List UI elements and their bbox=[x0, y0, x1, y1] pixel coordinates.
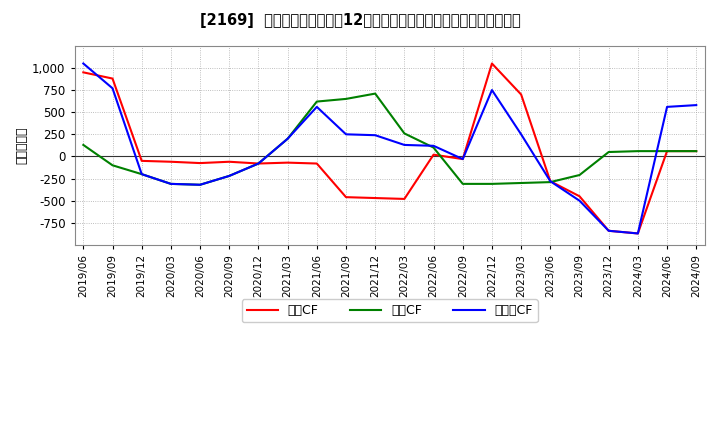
フリーCF bbox=[371, 132, 379, 138]
投資CF bbox=[225, 173, 233, 179]
フリーCF bbox=[634, 231, 642, 236]
Line: 投資CF: 投資CF bbox=[84, 94, 696, 185]
営業CF bbox=[371, 195, 379, 201]
フリーCF bbox=[692, 103, 701, 108]
投資CF bbox=[604, 149, 613, 154]
営業CF bbox=[196, 161, 204, 166]
営業CF bbox=[138, 158, 146, 164]
投資CF bbox=[108, 163, 117, 168]
営業CF bbox=[108, 76, 117, 81]
投資CF bbox=[429, 145, 438, 150]
投資CF bbox=[312, 99, 321, 104]
営業CF bbox=[429, 152, 438, 158]
営業CF bbox=[517, 92, 526, 97]
営業CF bbox=[79, 70, 88, 75]
営業CF bbox=[634, 231, 642, 236]
営業CF bbox=[342, 194, 351, 200]
営業CF bbox=[254, 161, 263, 166]
フリーCF bbox=[196, 182, 204, 187]
投資CF bbox=[634, 148, 642, 154]
フリーCF bbox=[108, 86, 117, 91]
投資CF bbox=[138, 172, 146, 177]
Line: 営業CF: 営業CF bbox=[84, 63, 696, 234]
Legend: 営業CF, 投資CF, フリーCF: 営業CF, 投資CF, フリーCF bbox=[242, 299, 538, 323]
投資CF bbox=[517, 180, 526, 186]
営業CF bbox=[546, 179, 554, 184]
フリーCF bbox=[138, 172, 146, 177]
投資CF bbox=[254, 161, 263, 166]
営業CF bbox=[166, 159, 175, 165]
投資CF bbox=[459, 181, 467, 187]
投資CF bbox=[487, 181, 496, 187]
フリーCF bbox=[604, 228, 613, 234]
フリーCF bbox=[517, 132, 526, 137]
フリーCF bbox=[225, 173, 233, 179]
営業CF bbox=[400, 196, 409, 202]
フリーCF bbox=[79, 61, 88, 66]
Y-axis label: （百万円）: （百万円） bbox=[15, 127, 28, 164]
フリーCF bbox=[662, 104, 671, 110]
フリーCF bbox=[459, 157, 467, 162]
投資CF bbox=[662, 148, 671, 154]
投資CF bbox=[692, 148, 701, 154]
営業CF bbox=[604, 228, 613, 234]
フリーCF bbox=[283, 136, 292, 141]
投資CF bbox=[166, 181, 175, 187]
フリーCF bbox=[312, 104, 321, 110]
投資CF bbox=[342, 96, 351, 102]
Line: フリーCF: フリーCF bbox=[84, 63, 696, 234]
フリーCF bbox=[429, 143, 438, 148]
フリーCF bbox=[254, 161, 263, 166]
営業CF bbox=[312, 161, 321, 166]
フリーCF bbox=[342, 132, 351, 137]
営業CF bbox=[283, 160, 292, 165]
投資CF bbox=[575, 172, 584, 178]
営業CF bbox=[692, 148, 701, 154]
投資CF bbox=[283, 136, 292, 141]
営業CF bbox=[662, 148, 671, 154]
Text: [2169]  キャッシュフローの12か月移動合計の対前年同期増減額の推移: [2169] キャッシュフローの12か月移動合計の対前年同期増減額の推移 bbox=[199, 13, 521, 28]
投資CF bbox=[196, 182, 204, 187]
フリーCF bbox=[487, 88, 496, 93]
フリーCF bbox=[166, 181, 175, 187]
営業CF bbox=[459, 157, 467, 162]
営業CF bbox=[575, 194, 584, 199]
フリーCF bbox=[575, 198, 584, 203]
営業CF bbox=[487, 61, 496, 66]
フリーCF bbox=[546, 179, 554, 184]
投資CF bbox=[79, 142, 88, 147]
営業CF bbox=[225, 159, 233, 165]
フリーCF bbox=[400, 142, 409, 147]
投資CF bbox=[371, 91, 379, 96]
投資CF bbox=[400, 131, 409, 136]
投資CF bbox=[546, 180, 554, 185]
